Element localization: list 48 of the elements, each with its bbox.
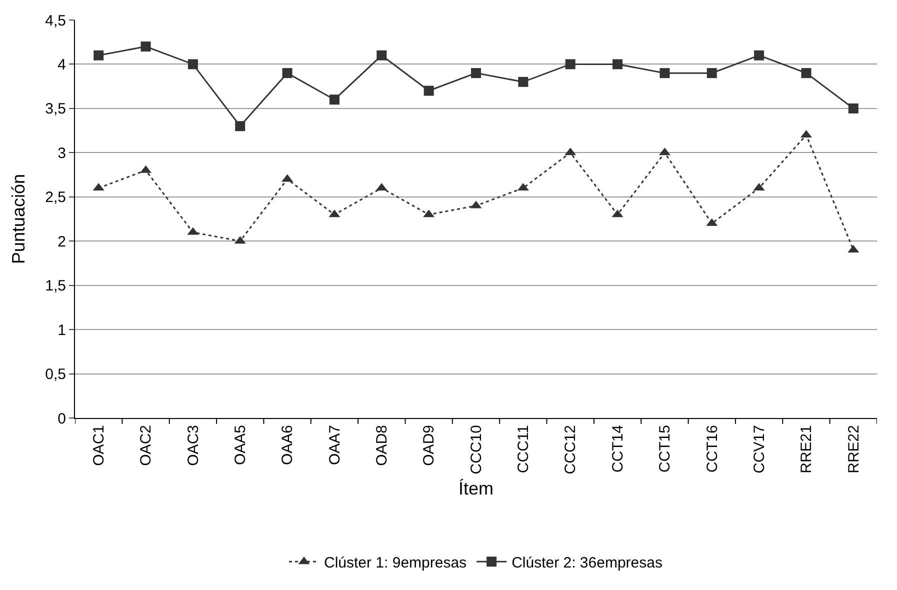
point — [94, 50, 104, 60]
x-tick-label: RRE21 — [798, 425, 816, 474]
legend-label: Clúster 1: 9empresas — [324, 554, 467, 572]
point — [801, 68, 812, 78]
x-tick-label: CCT15 — [656, 425, 674, 473]
point — [140, 42, 151, 52]
x-tick-label: CCT14 — [609, 425, 626, 473]
y-tick-label: 2,5 — [45, 189, 66, 206]
x-tick-label: OAA6 — [279, 425, 296, 466]
y-tick-label: 1 — [58, 322, 66, 339]
y-tick-label: 4,5 — [45, 12, 66, 30]
point — [376, 50, 387, 60]
y-tick-label: 4 — [58, 56, 66, 74]
y-tick-label: 0,5 — [45, 366, 66, 384]
x-tick-label: OAC3 — [184, 425, 202, 466]
point — [471, 68, 481, 78]
x-tick-label: OAD8 — [374, 425, 391, 466]
point — [282, 68, 292, 78]
point — [660, 68, 670, 78]
point — [188, 59, 198, 70]
x-tick-label: OAA5 — [232, 425, 249, 466]
x-tick-label: CCC11 — [515, 425, 532, 474]
y-tick-label: 3,5 — [45, 100, 66, 118]
y-tick-label: 3 — [58, 144, 66, 162]
point — [848, 103, 858, 114]
x-tick-label: OAC2 — [138, 425, 155, 466]
x-tick-label: RRE22 — [845, 425, 862, 474]
y-tick-label: 1,5 — [45, 278, 66, 295]
x-tick-label: CCC10 — [468, 425, 485, 474]
x-axis-title: Ítem — [458, 478, 494, 498]
y-axis-title: Puntuación — [8, 174, 28, 264]
point — [235, 121, 246, 132]
legend-label: Clúster 2: 36empresas — [512, 554, 662, 572]
point — [706, 68, 717, 78]
point — [424, 86, 434, 96]
y-tick-label: 0 — [58, 410, 66, 428]
x-tick-label: OAD9 — [420, 425, 438, 466]
y-tick-label: 2 — [58, 233, 66, 250]
point — [754, 50, 764, 60]
x-tick-label: OAC1 — [90, 425, 108, 466]
x-tick-label: CCC12 — [562, 425, 580, 474]
x-tick-label: CCT16 — [704, 425, 721, 473]
point — [518, 76, 528, 87]
x-tick-label: CCV17 — [750, 425, 768, 474]
x-tick-label: OAA7 — [326, 425, 344, 466]
point — [329, 94, 340, 105]
point — [612, 59, 623, 70]
point — [565, 59, 576, 70]
